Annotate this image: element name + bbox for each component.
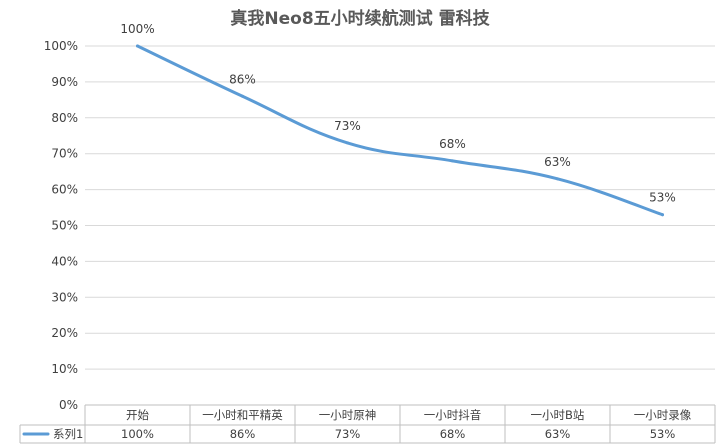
table-value-cell: 68% xyxy=(440,427,466,441)
data-point xyxy=(556,177,559,181)
y-tick-label: 70% xyxy=(51,147,78,161)
table-value-cell: 73% xyxy=(335,427,361,441)
category-label: 一小时和平精英 xyxy=(202,408,283,422)
y-tick-label: 30% xyxy=(51,290,78,304)
series-line-group xyxy=(136,44,664,217)
data-label: 53% xyxy=(649,191,676,205)
table-value-cell: 100% xyxy=(121,427,154,441)
table-value-cell: 63% xyxy=(545,427,571,441)
y-tick-label: 100% xyxy=(44,39,78,53)
category-label: 一小时原神 xyxy=(319,408,377,422)
data-label: 86% xyxy=(229,72,256,86)
legend-series-name: 系列1 xyxy=(53,427,83,441)
y-tick-label: 0% xyxy=(59,398,78,412)
y-tick-label: 10% xyxy=(51,362,78,376)
category-label: 开始 xyxy=(126,408,149,422)
table-value-cell: 86% xyxy=(230,427,256,441)
data-point xyxy=(661,213,664,217)
y-axis-ticks: 0% 10% 20% 30% 40% 50% 60% 70% 80% 90% 100% xyxy=(44,39,78,412)
data-point xyxy=(241,94,244,98)
y-tick-label: 90% xyxy=(51,75,78,89)
grid-lines xyxy=(85,45,715,406)
table-value-cell: 53% xyxy=(650,427,676,441)
category-label: 一小时录像 xyxy=(634,408,692,422)
y-tick-label: 60% xyxy=(51,183,78,197)
data-label: 63% xyxy=(544,155,571,169)
data-label: 100% xyxy=(120,22,154,36)
data-label: 68% xyxy=(439,137,466,151)
series-line xyxy=(136,44,664,217)
data-point xyxy=(136,44,139,48)
category-label: 一小时B站 xyxy=(531,408,585,422)
y-tick-label: 80% xyxy=(51,111,78,125)
y-tick-label: 40% xyxy=(51,254,78,268)
data-label: 73% xyxy=(334,119,361,133)
y-tick-label: 50% xyxy=(51,219,78,233)
data-point xyxy=(346,141,349,145)
data-labels: 100% 86% 73% 68% 63% 53% xyxy=(120,22,675,205)
y-tick-label: 20% xyxy=(51,326,78,340)
data-point xyxy=(451,159,454,163)
chart-title: 真我Neo8五小时续航测试 雷科技 xyxy=(230,8,490,29)
category-label: 一小时抖音 xyxy=(424,408,482,422)
